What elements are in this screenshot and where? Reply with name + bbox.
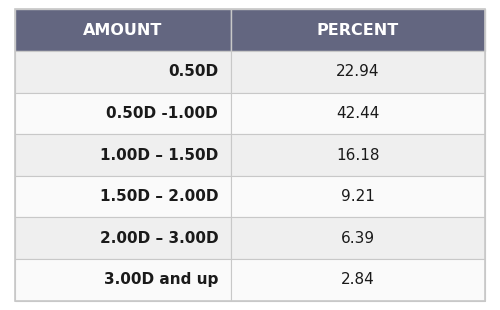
Text: AMOUNT: AMOUNT xyxy=(84,23,163,38)
Bar xyxy=(15,9,231,51)
Text: 22.94: 22.94 xyxy=(336,64,380,79)
Text: 16.18: 16.18 xyxy=(336,148,380,162)
Text: 6.39: 6.39 xyxy=(341,231,375,246)
Bar xyxy=(15,176,231,217)
Bar xyxy=(231,9,485,51)
Bar xyxy=(15,259,231,301)
Bar xyxy=(15,217,231,259)
Text: 3.00D and up: 3.00D and up xyxy=(104,272,218,287)
Bar xyxy=(231,51,485,93)
Bar xyxy=(231,134,485,176)
Bar xyxy=(231,217,485,259)
Bar xyxy=(15,51,231,93)
Bar xyxy=(231,176,485,217)
Text: 1.00D – 1.50D: 1.00D – 1.50D xyxy=(100,148,218,162)
Text: 9.21: 9.21 xyxy=(341,189,375,204)
Bar xyxy=(231,259,485,301)
Bar xyxy=(15,134,231,176)
Bar xyxy=(231,93,485,134)
Text: 1.50D – 2.00D: 1.50D – 2.00D xyxy=(100,189,218,204)
Text: PERCENT: PERCENT xyxy=(317,23,399,38)
Text: 2.00D – 3.00D: 2.00D – 3.00D xyxy=(100,231,218,246)
Text: 2.84: 2.84 xyxy=(341,272,375,287)
Text: 0.50D: 0.50D xyxy=(168,64,218,79)
Text: 42.44: 42.44 xyxy=(336,106,380,121)
Bar xyxy=(15,93,231,134)
Text: 0.50D -1.00D: 0.50D -1.00D xyxy=(106,106,218,121)
